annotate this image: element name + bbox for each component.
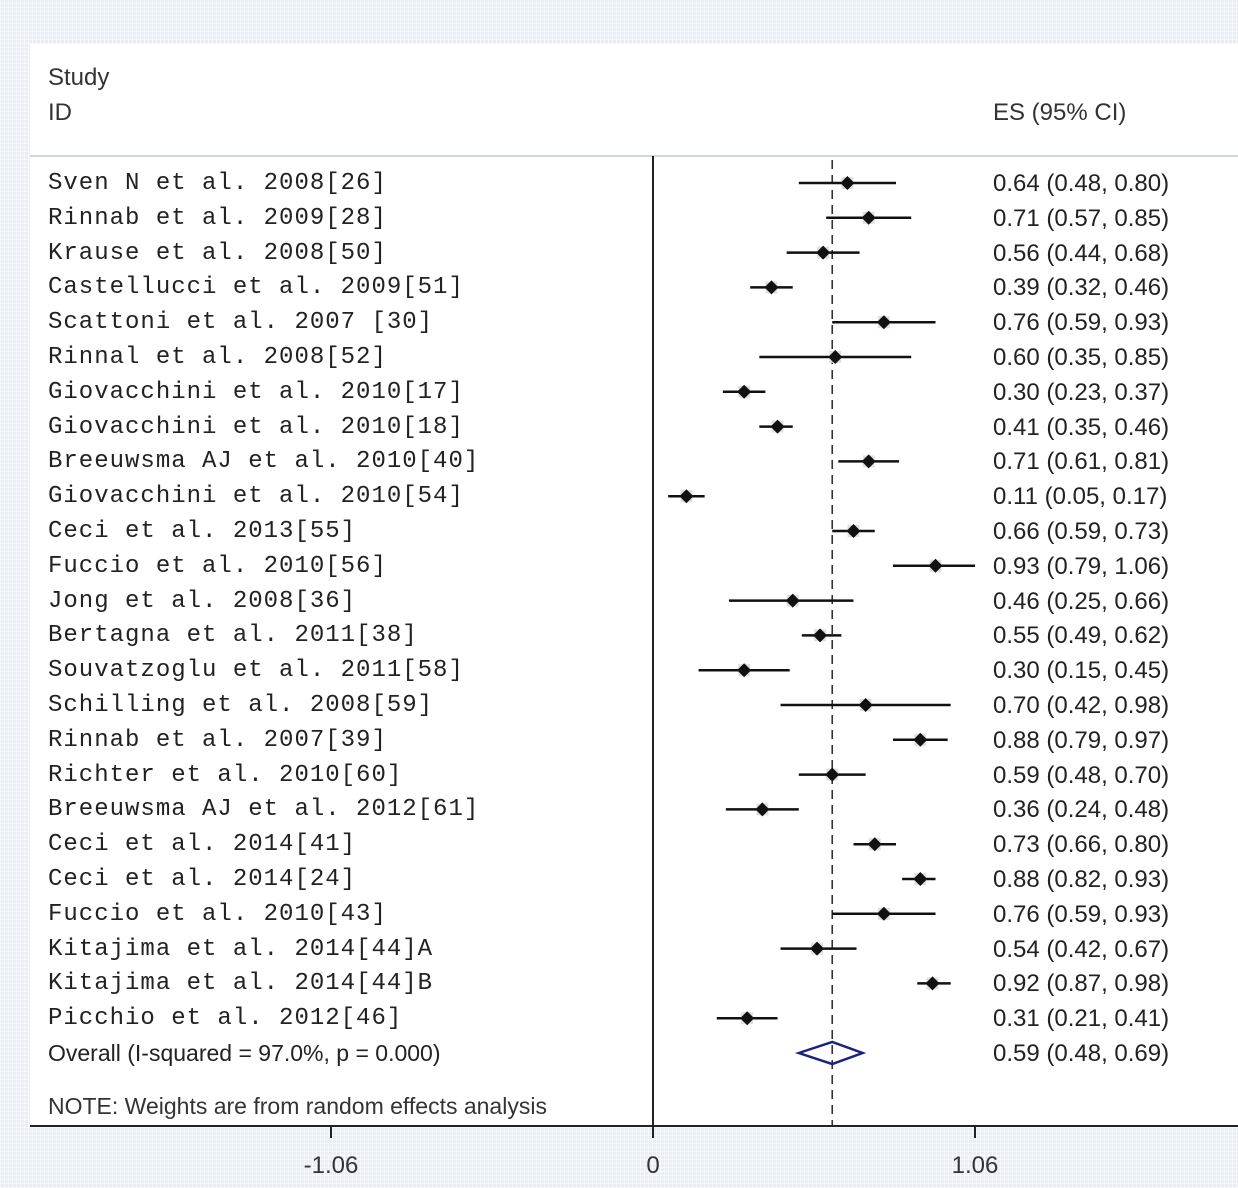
- effect-size-value: 0.55 (0.49, 0.62): [993, 622, 1170, 650]
- point-estimate-marker: [928, 558, 943, 573]
- effect-size-value: 0.70 (0.42, 0.98): [993, 692, 1170, 719]
- point-estimate-marker: [828, 350, 843, 364]
- study-label: Jong et al. 2008[36]: [48, 587, 357, 615]
- study-label: Sven N et al. 2008[26]: [48, 170, 387, 197]
- effect-size-value: 0.41 (0.35, 0.46): [993, 413, 1170, 441]
- study-label: Castellucci et al. 2009[51]: [48, 274, 464, 302]
- overall-label: Overall (I-squared = 97.0%, p = 0.000): [48, 1040, 441, 1066]
- study-label: Giovacchini et al. 2010[17]: [48, 378, 464, 406]
- effect-size-value: 0.54 (0.42, 0.67): [993, 935, 1170, 963]
- effect-size-value: 0.31 (0.21, 0.41): [993, 1005, 1170, 1033]
- point-estimate-marker: [810, 941, 825, 956]
- study-label: Rinnal et al. 2008[52]: [48, 344, 387, 371]
- effect-size-value: 0.76 (0.59, 0.93): [993, 900, 1170, 928]
- x-tick-label: 1.06: [951, 1152, 999, 1179]
- study-label: Souvatzoglu et al. 2011[58]: [48, 657, 464, 685]
- point-estimate-marker: [840, 176, 855, 190]
- study-label: Giovacchini et al. 2010[18]: [48, 413, 464, 441]
- x-tick-label: -1.06: [303, 1152, 359, 1179]
- study-label: Ceci et al. 2013[55]: [48, 518, 357, 545]
- point-estimate-marker: [737, 663, 752, 678]
- point-estimate-marker: [876, 906, 891, 921]
- study-label: Ceci et al. 2014[41]: [48, 831, 357, 859]
- effect-size-value: 0.56 (0.44, 0.68): [993, 239, 1170, 267]
- point-estimate-marker: [764, 280, 779, 295]
- point-estimate-marker: [825, 767, 840, 782]
- study-label: Scattoni et al. 2007 [30]: [48, 309, 434, 337]
- point-estimate-marker: [858, 698, 873, 712]
- study-label: Krause et al. 2008[50]: [48, 239, 387, 267]
- point-estimate-marker: [740, 1011, 755, 1026]
- study-label: Fuccio et al. 2010[43]: [48, 900, 387, 928]
- overall-diamond: [794, 1040, 867, 1066]
- point-estimate-marker: [846, 524, 861, 538]
- effect-size-value: 0.93 (0.79, 1.06): [993, 552, 1170, 580]
- effect-size-value: 0.71 (0.57, 0.85): [993, 204, 1170, 232]
- study-label: Ceci et al. 2014[24]: [48, 866, 357, 893]
- effect-size-value: 0.76 (0.59, 0.93): [993, 309, 1170, 337]
- effect-size-value: 0.59 (0.48, 0.70): [993, 761, 1170, 789]
- effect-size-value: 0.92 (0.87, 0.98): [993, 970, 1170, 998]
- point-estimate-marker: [816, 245, 831, 260]
- point-estimate-marker: [913, 732, 928, 747]
- effect-size-value: 0.30 (0.23, 0.37): [993, 378, 1170, 406]
- point-estimate-marker: [813, 628, 828, 643]
- study-label: Kitajima et al. 2014[44]B: [48, 970, 434, 998]
- overall-effect-size-value: 0.59 (0.48, 0.69): [993, 1040, 1170, 1067]
- study-label: Rinnab et al. 2007[39]: [48, 726, 387, 754]
- point-estimate-marker: [785, 593, 800, 608]
- point-estimate-marker: [755, 802, 770, 817]
- study-label: Breeuwsma AJ et al. 2012[61]: [48, 796, 480, 824]
- effect-size-value: 0.30 (0.15, 0.45): [993, 657, 1170, 685]
- point-estimate-marker: [925, 976, 940, 991]
- effect-size-value: 0.39 (0.32, 0.46): [993, 274, 1170, 302]
- point-estimate-marker: [861, 454, 876, 469]
- point-estimate-marker: [737, 384, 752, 399]
- study-label: Giovacchini et al. 2010[54]: [48, 483, 464, 511]
- study-label: Picchio et al. 2012[46]: [48, 1005, 403, 1033]
- study-label: Rinnab et al. 2009[28]: [48, 204, 387, 232]
- point-estimate-marker: [861, 210, 876, 225]
- study-header: Study: [48, 64, 110, 91]
- effect-size-value: 0.88 (0.79, 0.97): [993, 726, 1170, 754]
- plot-panel: [30, 44, 1238, 1126]
- effect-size-value: 0.88 (0.82, 0.93): [993, 866, 1170, 893]
- weights-note: NOTE: Weights are from random effects an…: [48, 1093, 547, 1119]
- study-label: Fuccio et al. 2010[56]: [48, 552, 387, 580]
- id-header: ID: [48, 99, 72, 126]
- study-label: Breeuwsma AJ et al. 2010[40]: [48, 448, 480, 476]
- point-estimate-marker: [679, 489, 694, 504]
- study-label: Richter et al. 2010[60]: [48, 761, 403, 789]
- es-ci-header: ES (95% CI): [993, 99, 1127, 126]
- point-estimate-marker: [913, 872, 928, 886]
- study-label: Kitajima et al. 2014[44]A: [48, 935, 434, 963]
- point-estimate-marker: [867, 837, 882, 852]
- effect-size-value: 0.60 (0.35, 0.85): [993, 344, 1170, 371]
- study-label: Schilling et al. 2008[59]: [48, 692, 434, 719]
- study-label: Bertagna et al. 2011[38]: [48, 622, 418, 650]
- effect-size-value: 0.11 (0.05, 0.17): [993, 483, 1168, 511]
- point-estimate-marker: [876, 315, 891, 330]
- effect-size-value: 0.71 (0.61, 0.81): [993, 448, 1170, 476]
- effect-size-value: 0.66 (0.59, 0.73): [993, 518, 1170, 545]
- effect-size-value: 0.46 (0.25, 0.66): [993, 587, 1170, 615]
- x-tick-label: 0: [646, 1152, 660, 1179]
- effect-size-value: 0.73 (0.66, 0.80): [993, 831, 1170, 859]
- effect-size-value: 0.64 (0.48, 0.80): [993, 170, 1170, 197]
- point-estimate-marker: [770, 419, 785, 434]
- effect-size-value: 0.36 (0.24, 0.48): [993, 796, 1170, 824]
